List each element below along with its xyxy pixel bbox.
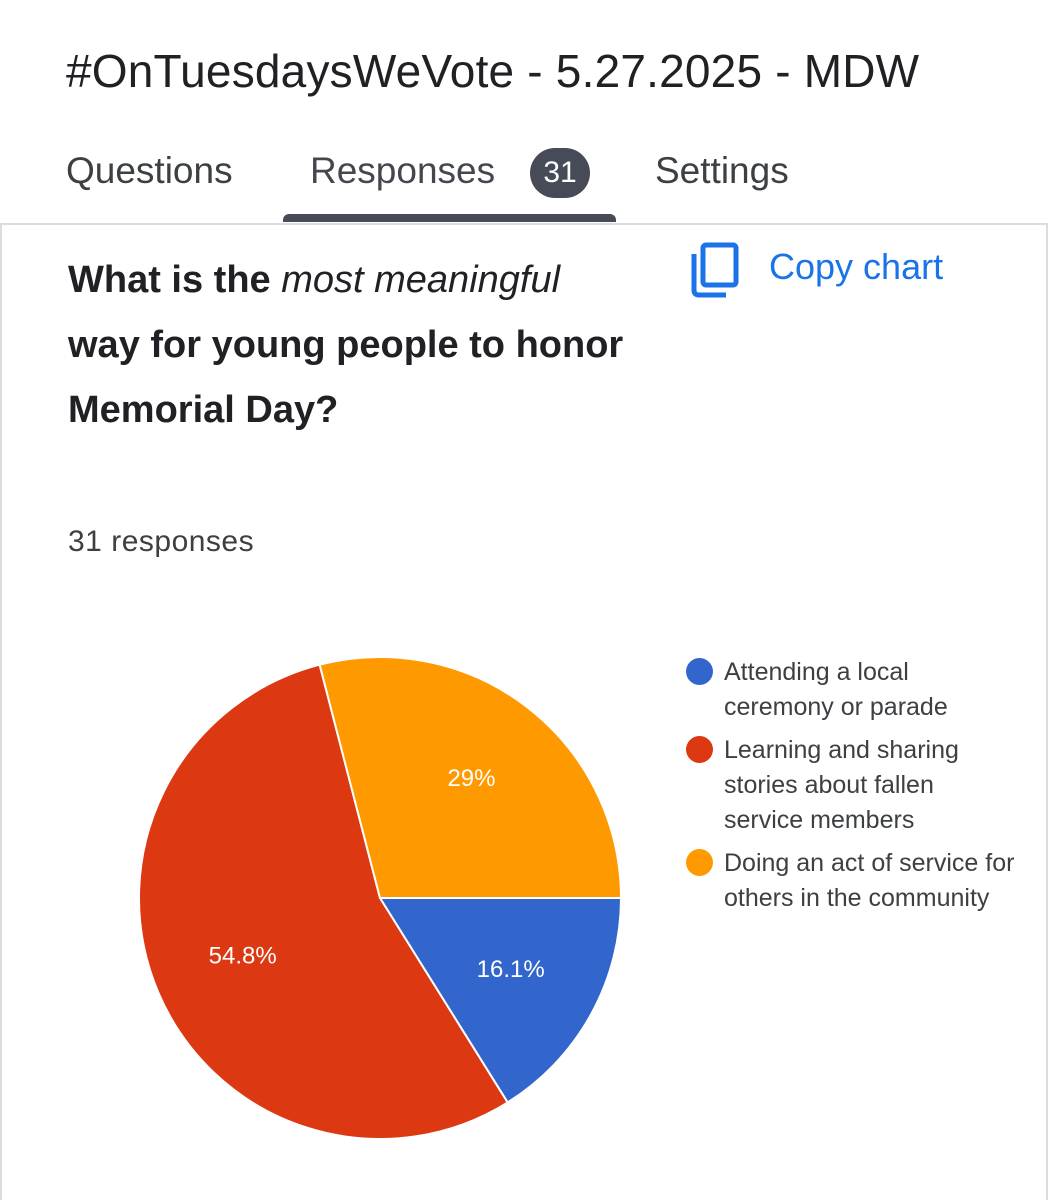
question-text-end: way for young people to honor Memorial D… (68, 324, 624, 431)
pie-slice-2[interactable] (318, 656, 623, 899)
pie-slice-label-0: 16.1% (477, 956, 545, 983)
question-title: What is the most meaningful way for youn… (68, 248, 628, 443)
response-count: 31 responses (68, 525, 255, 558)
copy-icon (691, 242, 739, 298)
question-text-emphasis: most meaningful (281, 259, 561, 301)
legend-item-2: Doing an act of service for others in th… (686, 846, 1016, 916)
legend-item-0: Attending a local ceremony or parade (686, 655, 1016, 725)
copy-chart-label: Copy chart (769, 246, 944, 287)
active-tab-indicator (283, 214, 616, 222)
tab-responses[interactable]: Responses (310, 150, 496, 191)
chart-legend: Attending a local ceremony or parade Lear… (686, 655, 1016, 924)
pie-slice-1[interactable] (138, 663, 510, 1140)
pie-slice-0[interactable] (378, 897, 623, 1104)
legend-dot-1 (686, 736, 713, 763)
legend-dot-2 (686, 849, 713, 876)
tab-bar: Questions Responses 31 Settings (0, 140, 1050, 222)
tab-questions[interactable]: Questions (66, 150, 233, 191)
pie-chart: 16.1% 54.8% 29% (138, 656, 623, 1140)
tab-settings[interactable]: Settings (655, 150, 789, 191)
pie-slice-label-1: 54.8% (209, 942, 277, 969)
question-text-start: What is the (68, 259, 282, 301)
legend-label-2: Doing an act of service for others in th… (724, 849, 1015, 912)
pie-slice-label-2: 29% (447, 765, 495, 792)
legend-label-1: Learning and sharing stories about falle… (724, 736, 959, 834)
responses-count-badge: 31 (530, 148, 590, 198)
legend-label-0: Attending a local ceremony or parade (724, 658, 948, 721)
form-title: #OnTuesdaysWeVote - 5.27.2025 - MDW (66, 45, 920, 97)
legend-item-1: Learning and sharing stories about falle… (686, 733, 1016, 838)
legend-dot-0 (686, 658, 713, 685)
question-summary-card (0, 223, 1048, 1200)
